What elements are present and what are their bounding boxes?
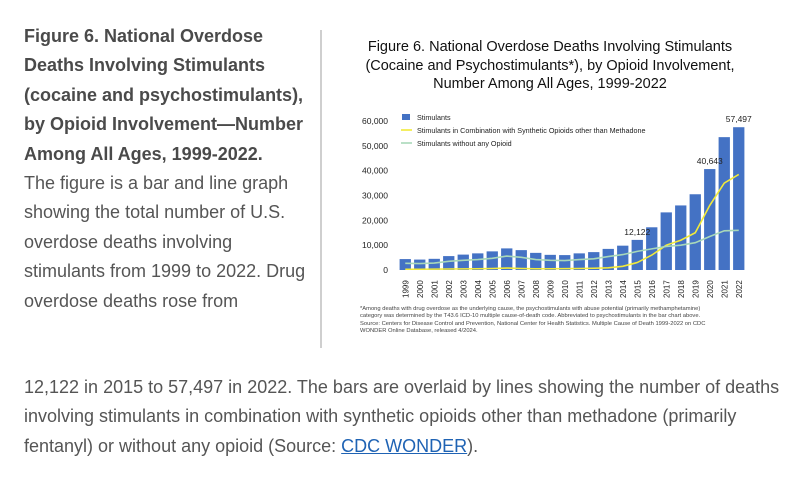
y-tick-label: 40,000	[362, 166, 388, 176]
bar-2003	[457, 254, 469, 270]
x-tick-label-2007: 2007	[517, 280, 526, 298]
y-tick-label: 30,000	[362, 191, 388, 201]
legend-label-1: Stimulants	[417, 113, 451, 122]
x-tick-label-1999: 1999	[401, 280, 410, 298]
bar-2009	[544, 254, 556, 270]
x-tick-label-2003: 2003	[459, 280, 468, 298]
bar-2005	[486, 251, 498, 270]
x-tick-label-2000: 2000	[416, 280, 425, 298]
legend-label-3: Stimulants without any Opioid	[417, 139, 512, 148]
x-tick-label-2018: 2018	[677, 280, 686, 298]
x-tick-label-2011: 2011	[575, 280, 584, 298]
x-tick-label-2010: 2010	[561, 280, 570, 298]
bar-1999	[399, 259, 411, 270]
bar-2002	[443, 256, 455, 270]
y-tick-label: 50,000	[362, 141, 388, 151]
chart-title: Figure 6. National Overdose Deaths Invol…	[340, 38, 760, 94]
data-label-2022: 57,497	[726, 114, 752, 124]
footnote-line-1: *Among deaths with drug overdose as the …	[360, 306, 701, 312]
cdc-wonder-link[interactable]: CDC WONDER	[341, 435, 468, 456]
figure-caption-heading: Figure 6. National Overdose Deaths Invol…	[24, 26, 304, 164]
figure-caption-description: The figure is a bar and line graph showi…	[24, 173, 306, 311]
bar-2001	[428, 258, 440, 270]
x-tick-label-2020: 2020	[706, 280, 715, 298]
bar-2012	[588, 252, 600, 270]
chart-footnote: *Among deaths with drug overdose as the …	[360, 306, 772, 336]
column-divider	[320, 30, 322, 348]
bar-2018	[675, 205, 687, 270]
x-tick-label-2017: 2017	[662, 280, 671, 298]
bar-2015	[631, 239, 643, 270]
bar-2013	[602, 248, 614, 270]
series-line-2	[405, 229, 739, 265]
footnote-line-4: WONDER Online Database, released 4/2024.	[360, 328, 478, 335]
x-tick-label-2014: 2014	[619, 280, 628, 298]
chart-svg: 60,000 50,000 40,000 30,000 20,000 10,000 0 12…	[362, 113, 752, 298]
bar-2017	[660, 212, 672, 270]
x-tick-label-2008: 2008	[532, 280, 541, 298]
x-tick-label-2005: 2005	[488, 280, 497, 298]
footnote-line-3: Source: Centers for Disease Control and …	[360, 320, 706, 327]
x-tick-label-2013: 2013	[604, 280, 613, 298]
x-tick-label-2006: 2006	[503, 280, 512, 298]
y-tick-label: 10,000	[362, 240, 388, 250]
x-tick-label-2022: 2022	[735, 280, 744, 298]
y-tick-label: 20,000	[362, 215, 388, 225]
bar-2004	[472, 253, 484, 270]
y-tick-label: 0	[383, 265, 388, 275]
bar-2006	[501, 248, 513, 270]
x-tick-label-2004: 2004	[474, 280, 483, 298]
bar-2010	[559, 255, 571, 270]
data-label-2020: 40,643	[697, 156, 723, 166]
x-tick-label-2012: 2012	[590, 280, 599, 298]
bar-2000	[414, 259, 426, 270]
bar-2014	[617, 245, 629, 270]
bar-2007	[515, 250, 527, 270]
x-tick-label-2021: 2021	[720, 280, 729, 298]
x-tick-label-2009: 2009	[546, 280, 555, 298]
x-tick-label-2015: 2015	[633, 280, 642, 298]
bar-2022	[733, 127, 745, 270]
bar-2008	[530, 252, 542, 270]
figure-caption: Figure 6. National Overdose Deaths Invol…	[24, 22, 310, 316]
description-end: ).	[467, 435, 479, 456]
bar-2020	[704, 169, 716, 270]
legend-label-2: Stimulants in Combination with Synthetic…	[417, 126, 646, 135]
chart-title-line-2: (Cocaine and Psychostimulants*), by Opio…	[365, 57, 735, 74]
x-tick-label-2001: 2001	[430, 280, 439, 298]
chart-container: Figure 6. National Overdose Deaths Invol…	[340, 38, 790, 350]
chart-title-line-1: Figure 6. National Overdose Deaths Invol…	[367, 39, 733, 55]
series-line-1	[405, 173, 740, 271]
bar-2011	[573, 253, 585, 270]
figure-description-continued: 12,122 in 2015 to 57,497 in 2022. The ba…	[24, 373, 794, 461]
description-continued-text: 12,122 in 2015 to 57,497 in 2022. The ba…	[24, 377, 780, 456]
x-tick-label-2016: 2016	[648, 280, 657, 298]
x-tick-label-2002: 2002	[445, 280, 454, 298]
chart-title-line-3: Number Among All Ages, 1999-2022	[433, 76, 667, 92]
y-tick-label: 60,000	[362, 116, 388, 126]
data-label-2015: 12,122	[624, 227, 650, 237]
bar-2021	[718, 137, 730, 270]
x-tick-label-2019: 2019	[691, 280, 700, 298]
footnote-line-2: category was determined by the T43.6 ICD…	[360, 313, 701, 320]
legend-swatch-1	[402, 114, 410, 120]
